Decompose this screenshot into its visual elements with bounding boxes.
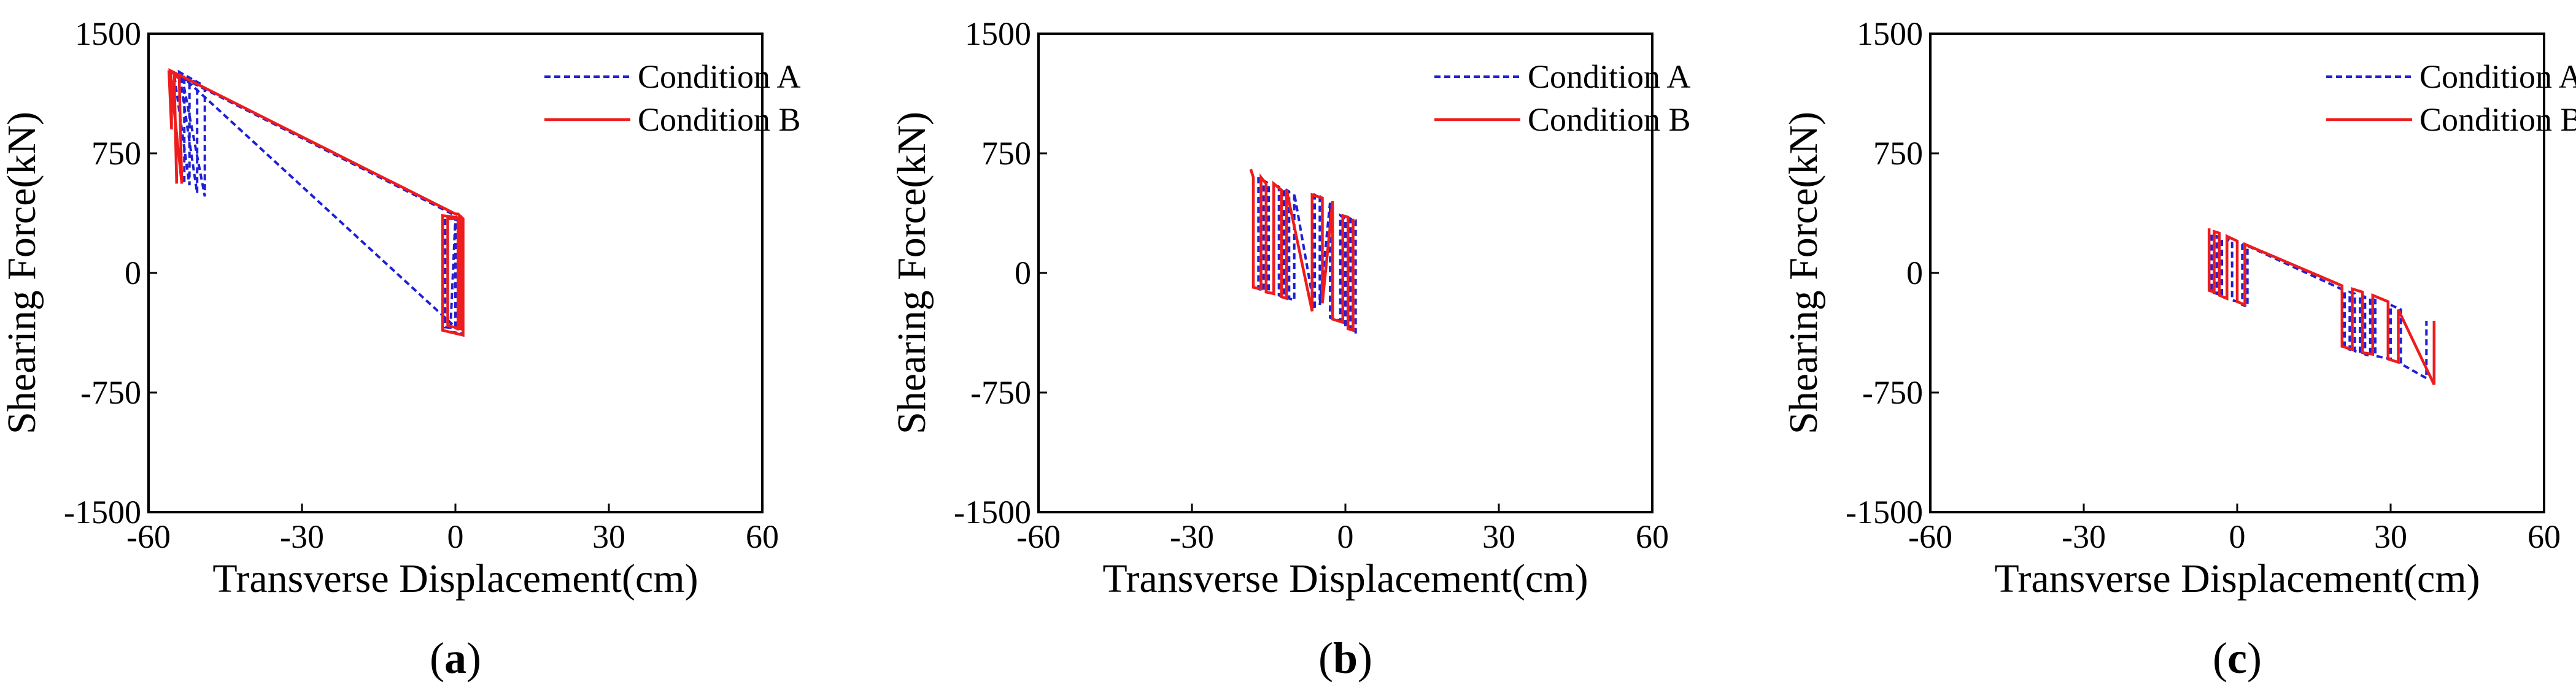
x-tick-label: 30	[1482, 518, 1515, 555]
legend-label-condition-b: Condition B	[2419, 101, 2576, 138]
series-line-condition-b	[1249, 169, 1355, 332]
x-axis-title: Transverse Displacement(cm)	[212, 556, 698, 601]
panel-label: (c)	[2213, 634, 2262, 683]
panel-label-close: )	[2247, 634, 2262, 683]
panel-label-open: (	[2213, 634, 2227, 683]
chart-panel-a: -60 -30 0 30 60 -1500 -750 0 750 1500 Transverse D…	[0, 15, 801, 683]
series-line-condition-a	[1257, 177, 1357, 334]
y-tick-label: 0	[125, 255, 141, 291]
panel-label-letter: b	[1333, 634, 1358, 683]
legend-label-condition-a: Condition A	[1528, 58, 1691, 95]
series-line-condition-a	[172, 69, 465, 336]
panel-label-letter: c	[2227, 634, 2247, 683]
y-tick-label: 0	[1015, 255, 1031, 291]
x-tick-label: 0	[2229, 518, 2246, 555]
y-tick-label: -1500	[64, 494, 141, 531]
y-tick-label: -1500	[954, 494, 1031, 531]
x-tick-label: 30	[592, 518, 625, 555]
x-tick-label: -30	[280, 518, 324, 555]
y-axis-title: Shearing Force(kN)	[889, 112, 934, 434]
chart-panel-c: -60 -30 0 30 60 -1500 -750 0 750 1500 Transverse D…	[1781, 15, 2576, 683]
x-tick-label: 0	[1337, 518, 1354, 555]
legend-label-condition-b: Condition B	[1528, 101, 1691, 138]
y-tick-label: -750	[970, 374, 1031, 411]
x-tick-label: -30	[1170, 518, 1214, 555]
series-line-condition-b	[2207, 228, 2436, 385]
y-axis-title: Shearing Force(kN)	[0, 112, 44, 434]
y-tick-label: -750	[1862, 374, 1923, 411]
y-tick-label: -1500	[1846, 494, 1923, 531]
y-tick-label: -750	[80, 374, 141, 411]
panel-label-open: (	[430, 634, 444, 683]
y-tick-label: 750	[1873, 135, 1923, 172]
y-axis-title: Shearing Force(kN)	[1781, 112, 1826, 434]
y-tick-label: 750	[981, 135, 1031, 172]
x-tick-label: -30	[2062, 518, 2106, 555]
legend-label-condition-a: Condition A	[2419, 58, 2576, 95]
x-tick-label: 0	[447, 518, 464, 555]
legend-label-condition-a: Condition A	[638, 58, 801, 95]
chart-panel-b: -60 -30 0 30 60 -1500 -750 0 750 1500 Transverse D…	[889, 15, 1691, 683]
series-line-condition-b	[167, 67, 465, 337]
x-tick-label: 30	[2374, 518, 2407, 555]
panel-label-open: (	[1318, 634, 1333, 683]
legend-label-condition-b: Condition B	[638, 101, 801, 138]
panel-label: (a)	[430, 634, 481, 683]
panel-label: (b)	[1318, 634, 1372, 683]
x-tick-label: -60	[1908, 518, 1952, 555]
x-tick-label: -60	[126, 518, 171, 555]
x-axis-title: Transverse Displacement(cm)	[1994, 556, 2480, 601]
panel-label-close: )	[466, 634, 481, 683]
x-tick-label: 60	[1636, 518, 1669, 555]
x-tick-label: 60	[2528, 518, 2561, 555]
y-tick-label: 1500	[1857, 15, 1923, 52]
y-tick-label: 750	[91, 135, 141, 172]
x-tick-label: -60	[1016, 518, 1061, 555]
x-tick-label: 60	[746, 518, 779, 555]
panel-label-letter: a	[444, 634, 466, 683]
y-tick-label: 0	[1906, 255, 1923, 291]
x-axis-title: Transverse Displacement(cm)	[1102, 556, 1588, 601]
y-tick-label: 1500	[965, 15, 1031, 52]
y-tick-label: 1500	[75, 15, 141, 52]
panel-label-close: )	[1358, 634, 1372, 683]
